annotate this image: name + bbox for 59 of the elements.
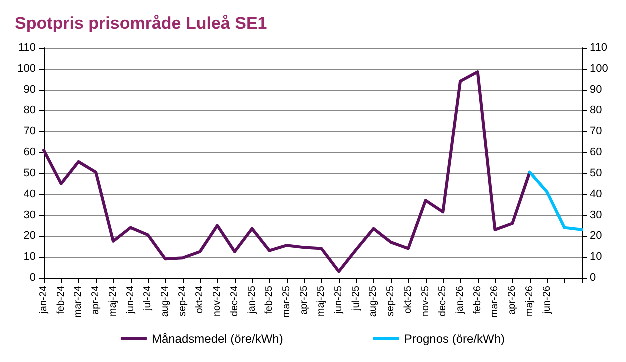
- x-tick-label: jan-24: [38, 286, 50, 315]
- x-tick-label: jun-24: [125, 286, 136, 315]
- x-tick-label: maj-25: [316, 286, 328, 317]
- y2-tick-label: 40: [590, 188, 602, 200]
- x-tick-label: maj-24: [108, 286, 119, 317]
- y-tick-label: 100: [18, 62, 36, 75]
- x-tick-label: jun-26: [542, 286, 553, 315]
- y-tick-label: 80: [24, 104, 36, 117]
- x-tick-label: mar-25: [281, 286, 292, 318]
- chart-title: Spotpris prisområde Luleå SE1: [15, 14, 268, 33]
- x-tick-label: jan-26: [455, 286, 466, 315]
- y2-tick-label: 110: [590, 42, 608, 54]
- y2-tick-label: 10: [590, 251, 602, 264]
- x-tick-label: feb-25: [264, 286, 276, 314]
- x-tick-label: aug-25: [368, 286, 380, 318]
- y2-tick-label: 100: [590, 62, 608, 75]
- y-tick-label: 50: [24, 167, 36, 180]
- x-tick-label: okt-25: [402, 286, 414, 314]
- y-tick-label: 20: [24, 230, 36, 242]
- x-tick-label: jul-25: [350, 286, 362, 312]
- y-tick-label: 90: [24, 84, 36, 96]
- x-tick-label: okt-24: [194, 286, 206, 314]
- x-tick-label: dec-25: [438, 286, 449, 317]
- x-tick-label: maj-26: [524, 286, 536, 317]
- x-tick-label: feb-24: [56, 286, 67, 314]
- x-tick-label: dec-24: [229, 286, 240, 317]
- x-tick-label: nov-24: [212, 286, 224, 317]
- y-tick-label: 40: [24, 188, 36, 200]
- y-tick-label: 110: [18, 42, 36, 54]
- x-tick-label: apr-26: [507, 286, 518, 315]
- y2-tick-label: 90: [590, 84, 602, 96]
- x-tick-label: sep-24: [177, 286, 188, 317]
- legend-label: Månadsmedel (öre/kWh): [152, 332, 284, 346]
- legend-label: Prognos (öre/kWh): [404, 332, 506, 346]
- x-tick-label: jun-25: [334, 286, 345, 315]
- x-tick-label: sep-25: [386, 286, 397, 317]
- x-tick-label: apr-24: [90, 286, 102, 315]
- x-tick-label: mar-24: [73, 286, 84, 318]
- y2-tick-label: 80: [590, 104, 602, 117]
- y2-tick-label: 0: [590, 272, 596, 284]
- y-tick-label: 30: [24, 209, 36, 222]
- x-tick-label: jul-24: [142, 286, 154, 312]
- y-tick-label: 10: [24, 251, 36, 264]
- x-tick-label: aug-24: [160, 286, 171, 318]
- y-tick-label: 60: [24, 146, 36, 159]
- y2-tick-label: 70: [590, 126, 602, 138]
- y2-tick-label: 30: [590, 209, 602, 222]
- line-series: [528, 170, 584, 232]
- y-tick-label: 0: [30, 272, 36, 284]
- x-tick-label: nov-25: [420, 286, 432, 317]
- x-tick-label: mar-26: [490, 286, 501, 318]
- y2-tick-label: 20: [590, 230, 602, 242]
- y2-tick-label: 50: [590, 167, 602, 180]
- x-tick-label: jan-25: [246, 286, 258, 315]
- line-series: [42, 70, 532, 274]
- x-tick-label: apr-25: [298, 286, 310, 315]
- x-tick-label: feb-26: [472, 286, 484, 314]
- y-tick-label: 70: [24, 126, 36, 138]
- y2-tick-label: 60: [590, 146, 602, 159]
